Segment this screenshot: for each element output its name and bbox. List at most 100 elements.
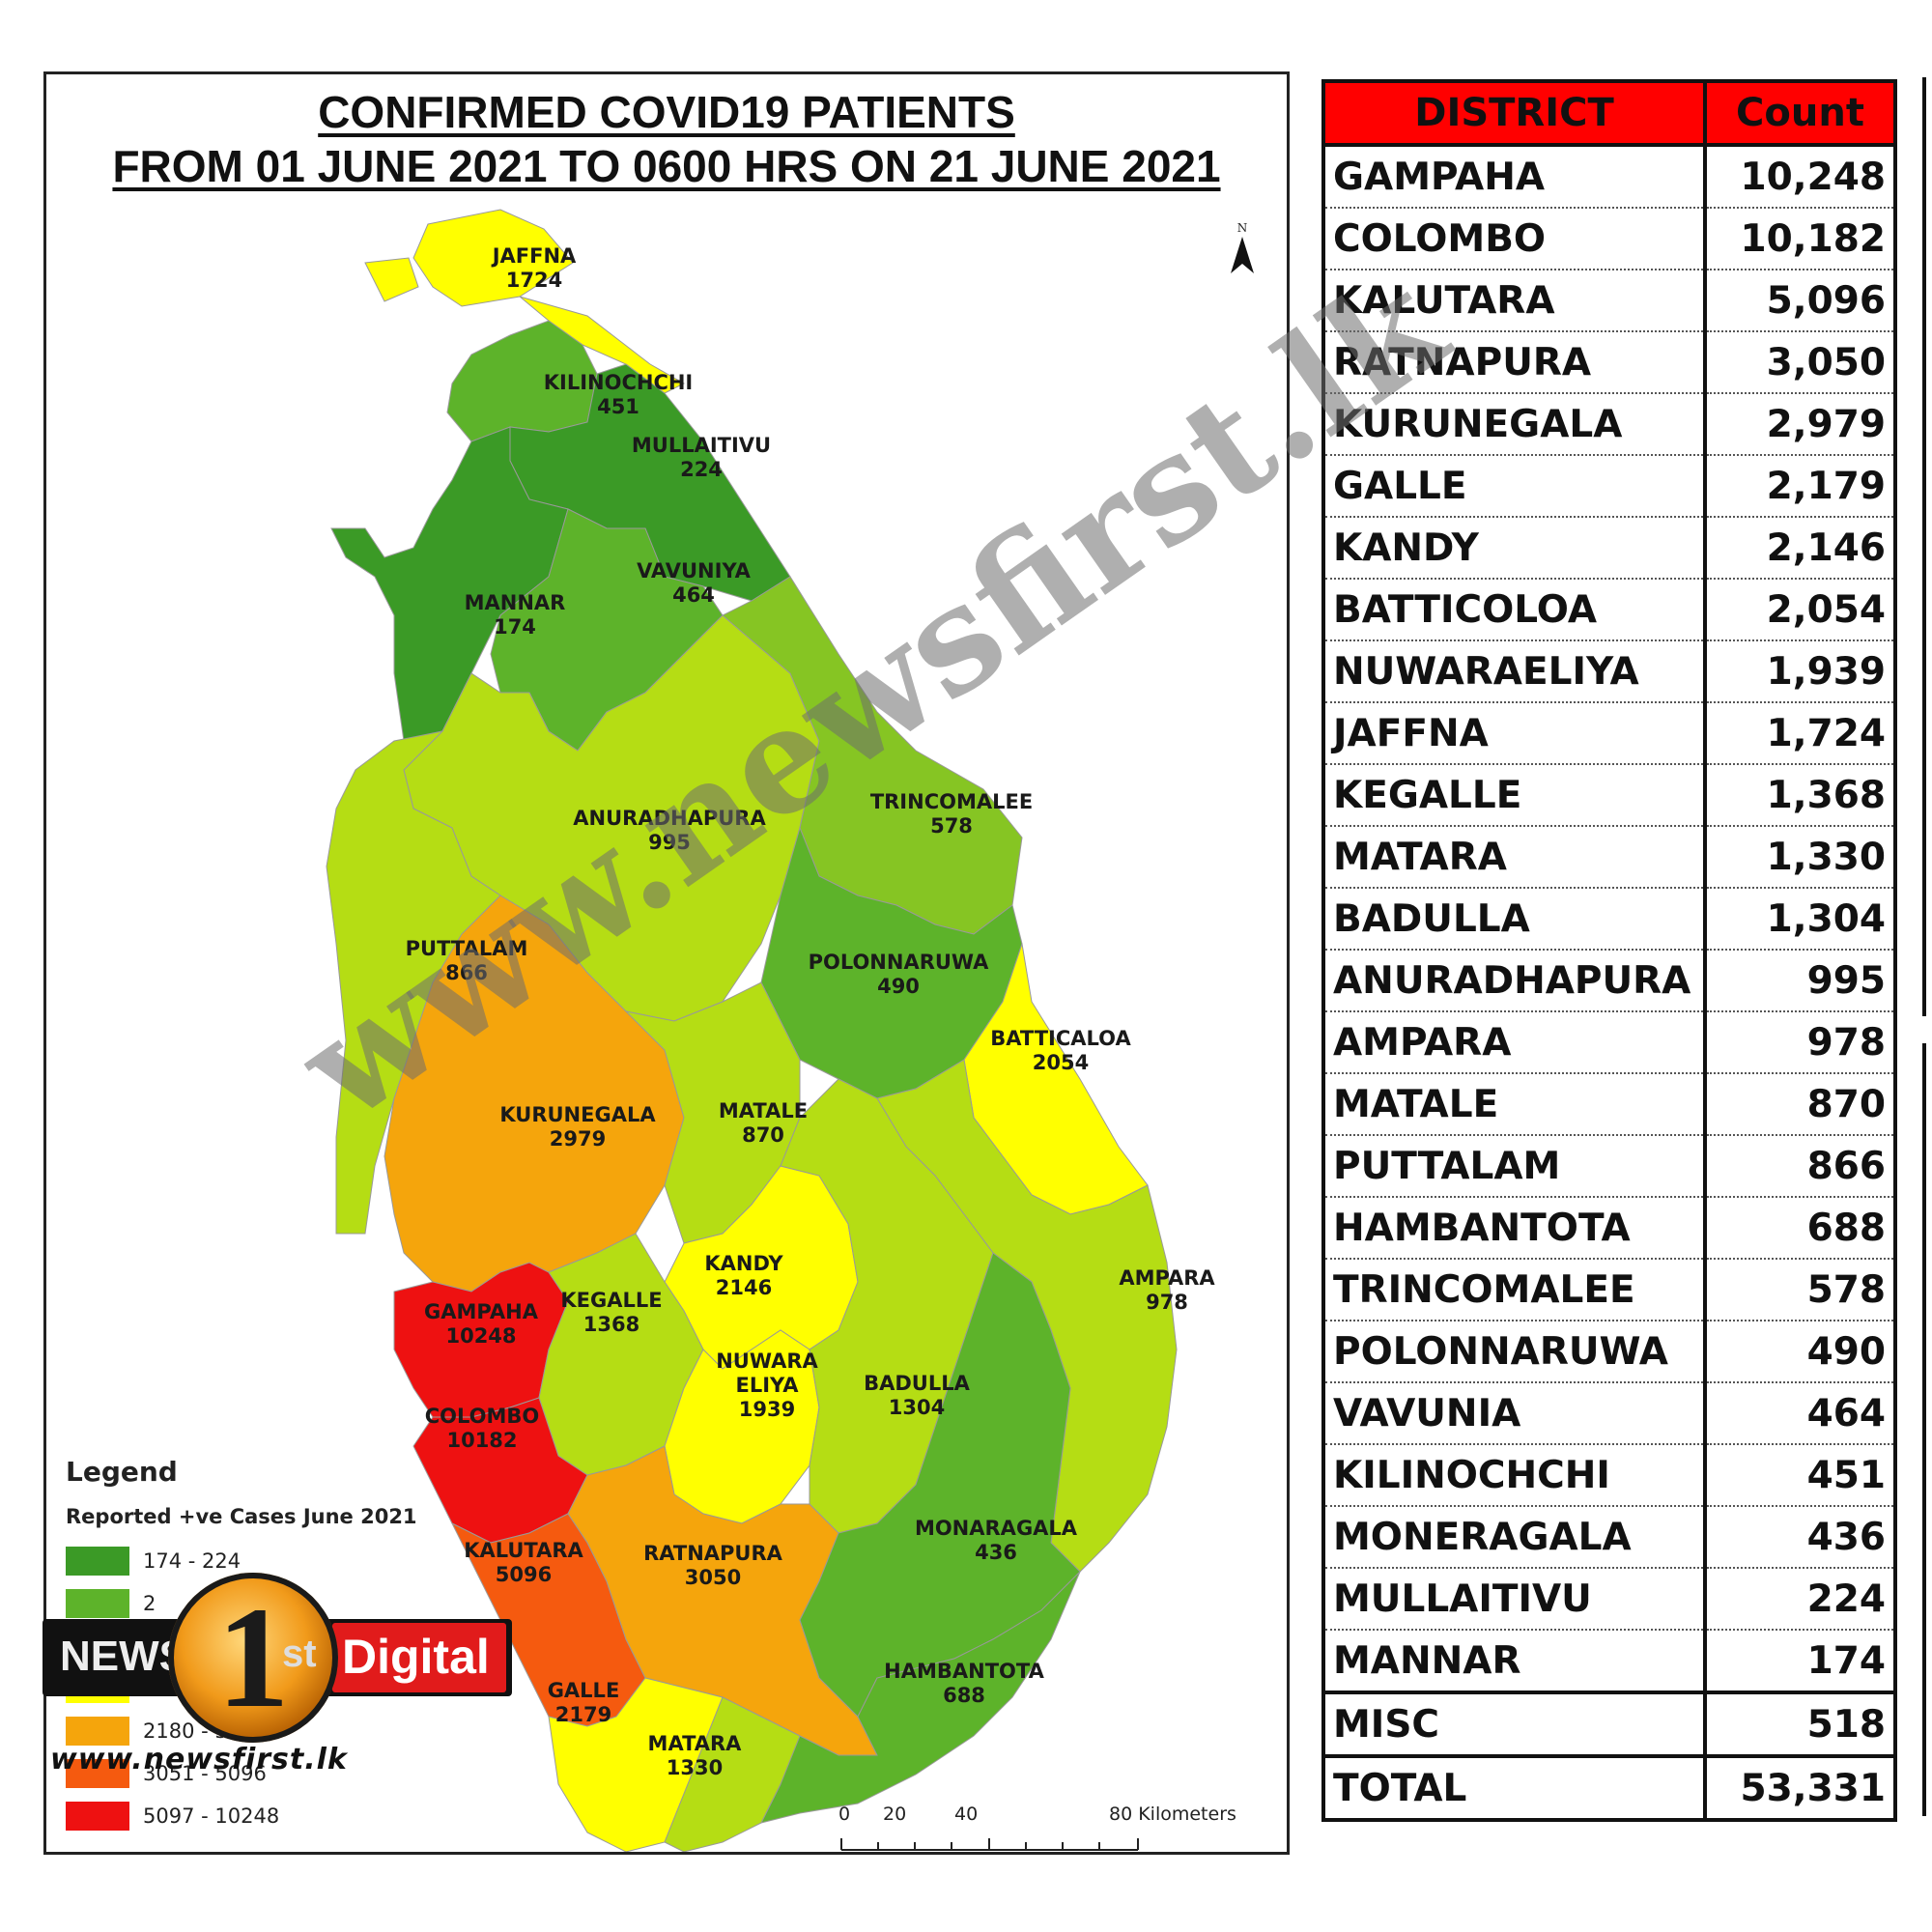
legend-item: 174 - 224 bbox=[66, 1540, 471, 1582]
cell-district: MANNAR bbox=[1321, 1630, 1707, 1693]
cell-district: AMPARA bbox=[1321, 1011, 1707, 1074]
legend-label: 5097 - 10248 bbox=[143, 1804, 280, 1828]
label-kegalle-value: 1368 bbox=[583, 1313, 639, 1336]
table-row: MATARA 1,330 bbox=[1321, 826, 1897, 889]
logo-news-text: NEWS bbox=[60, 1633, 187, 1680]
label-anuradhapura-value: 995 bbox=[648, 831, 691, 854]
cell-count: 1,368 bbox=[1703, 764, 1897, 827]
cell-count: 2,146 bbox=[1703, 517, 1897, 580]
scale-tick-20: 20 bbox=[883, 1804, 907, 1825]
label-vavuniya-value: 464 bbox=[672, 583, 715, 607]
legend-item: 2 bbox=[66, 1582, 471, 1625]
table-row: TRINCOMALEE 578 bbox=[1321, 1259, 1897, 1321]
cell-district: TRINCOMALEE bbox=[1321, 1259, 1707, 1321]
scale-bar bbox=[840, 1838, 1139, 1851]
cell-count: 451 bbox=[1703, 1444, 1897, 1507]
label-anuradhapura-name: ANURADHAPURA bbox=[573, 807, 766, 830]
label-polonnaruwa-name: POLONNARUWA bbox=[809, 951, 990, 974]
label-kilinochchi-value: 451 bbox=[597, 395, 639, 418]
label-galle-name: GALLE bbox=[548, 1679, 620, 1702]
table-row: GALLE 2,179 bbox=[1321, 455, 1897, 518]
logo-circle-icon bbox=[168, 1573, 338, 1743]
cell-count: 53,331 bbox=[1703, 1755, 1897, 1821]
label-hambantota-name: HAMBANTOTA bbox=[884, 1660, 1044, 1683]
cell-district: GALLE bbox=[1321, 455, 1707, 518]
cell-count: 978 bbox=[1703, 1011, 1897, 1074]
legend-swatch bbox=[66, 1589, 129, 1618]
label-mannar-value: 174 bbox=[494, 615, 536, 639]
legend-label: 2 bbox=[143, 1592, 156, 1615]
scale-tick-40: 40 bbox=[954, 1804, 979, 1825]
right-edge-line bbox=[1922, 1043, 1926, 1816]
cell-district: MONERAGALA bbox=[1321, 1506, 1707, 1569]
label-matara-value: 1330 bbox=[667, 1756, 723, 1779]
legend-swatch bbox=[66, 1759, 129, 1788]
scale-tick-80: 80 Kilometers bbox=[1109, 1804, 1236, 1825]
table-row: NUWARAELIYA 1,939 bbox=[1321, 640, 1897, 703]
label-ratnapura-name: RATNAPURA bbox=[643, 1542, 783, 1565]
table-row: POLONNARUWA 490 bbox=[1321, 1321, 1897, 1383]
cell-count: 10,182 bbox=[1703, 208, 1897, 270]
label-polonnaruwa-value: 490 bbox=[877, 975, 920, 998]
logo-red-block bbox=[332, 1623, 506, 1692]
cell-district: ANURADHAPURA bbox=[1321, 950, 1707, 1012]
cell-district: KEGALLE bbox=[1321, 764, 1707, 827]
table-row: MATALE 870 bbox=[1321, 1073, 1897, 1136]
cell-district: KANDY bbox=[1321, 517, 1707, 580]
district-mannar bbox=[330, 426, 569, 742]
table-row: ANURADHAPURA 995 bbox=[1321, 950, 1897, 1012]
cell-count: 578 bbox=[1703, 1259, 1897, 1321]
label-kegalle-name: KEGALLE bbox=[560, 1289, 662, 1312]
cell-district: KILINOCHCHI bbox=[1321, 1444, 1707, 1507]
cell-district: MATALE bbox=[1321, 1073, 1707, 1136]
legend-swatch bbox=[66, 1802, 129, 1831]
cell-district: PUTTALAM bbox=[1321, 1135, 1707, 1198]
cell-count: 3,050 bbox=[1703, 331, 1897, 394]
table-row: HAMBANTOTA 688 bbox=[1321, 1197, 1897, 1260]
district-labels: JAFFNA 1724 KILINOCHCHI 451 MULLAITIVU 2… bbox=[406, 244, 1216, 1779]
north-label: N bbox=[1236, 221, 1248, 235]
table-row-misc: MISC 518 bbox=[1321, 1690, 1897, 1758]
cell-count: 490 bbox=[1703, 1321, 1897, 1383]
map-panel: CONFIRMED COVID19 PATIENTS FROM 01 JUNE … bbox=[43, 71, 1290, 1855]
cell-district: HAMBANTOTA bbox=[1321, 1197, 1707, 1260]
label-gampaha-name: GAMPAHA bbox=[424, 1300, 539, 1323]
label-monaragala-value: 436 bbox=[975, 1541, 1017, 1564]
cell-count: 10,248 bbox=[1703, 145, 1897, 209]
table-row: BADULLA 1,304 bbox=[1321, 888, 1897, 951]
cell-count: 2,979 bbox=[1703, 393, 1897, 456]
label-batticaloa-name: BATTICALOA bbox=[990, 1027, 1131, 1050]
cell-count: 464 bbox=[1703, 1382, 1897, 1445]
label-galle-value: 2179 bbox=[555, 1703, 611, 1726]
cell-district: BADULLA bbox=[1321, 888, 1707, 951]
cell-district: MULLAITIVU bbox=[1321, 1568, 1707, 1631]
label-ampara-name: AMPARA bbox=[1119, 1266, 1215, 1290]
header-count: Count bbox=[1703, 79, 1897, 147]
cell-district: COLOMBO bbox=[1321, 208, 1707, 270]
label-kilinochchi-name: KILINOCHCHI bbox=[544, 371, 694, 394]
legend-label: 3051 - 5096 bbox=[143, 1762, 267, 1785]
label-trincomalee-value: 578 bbox=[930, 814, 973, 838]
label-kurunegala-name: KURUNEGALA bbox=[499, 1103, 656, 1126]
cell-count: 688 bbox=[1703, 1197, 1897, 1260]
label-matara-name: MATARA bbox=[648, 1732, 743, 1755]
cell-district: JAFFNA bbox=[1321, 702, 1707, 765]
cell-district: TOTAL bbox=[1321, 1755, 1707, 1821]
cell-district: BATTICOLOA bbox=[1321, 579, 1707, 641]
label-kalutara-value: 5096 bbox=[496, 1563, 552, 1586]
label-nuwara-eliya-value: 1939 bbox=[739, 1398, 795, 1421]
label-badulla-value: 1304 bbox=[889, 1396, 945, 1419]
table-row: KURUNEGALA 2,979 bbox=[1321, 393, 1897, 456]
table-row: JAFFNA 1,724 bbox=[1321, 702, 1897, 765]
cell-count: 866 bbox=[1703, 1135, 1897, 1198]
right-edge-line bbox=[1922, 77, 1926, 1016]
label-puttalam-name: PUTTALAM bbox=[406, 937, 528, 960]
label-trincomalee-name: TRINCOMALEE bbox=[870, 790, 1033, 813]
table-row: MULLAITIVU 224 bbox=[1321, 1568, 1897, 1631]
legend: Legend Reported +ve Cases June 2021 174 … bbox=[66, 1456, 471, 1837]
table-row: KEGALLE 1,368 bbox=[1321, 764, 1897, 827]
cell-district: MISC bbox=[1321, 1690, 1707, 1758]
table-row: VAVUNIA 464 bbox=[1321, 1382, 1897, 1445]
label-colombo-value: 10182 bbox=[446, 1429, 517, 1452]
table-body: GAMPAHA 10,248 COLOMBO 10,182 KALUTARA 5,09… bbox=[1321, 145, 1897, 1821]
